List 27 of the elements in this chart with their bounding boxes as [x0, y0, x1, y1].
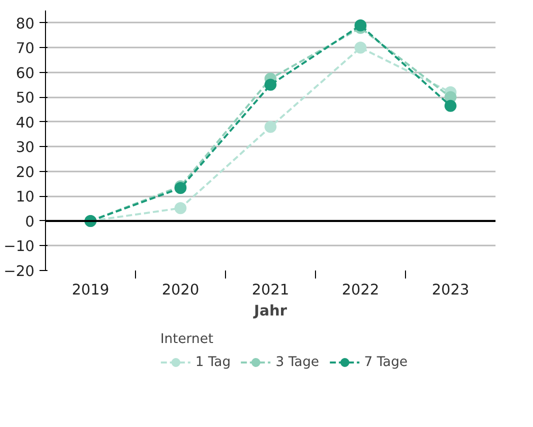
y-tick-label: 10	[16, 188, 35, 206]
point	[264, 78, 276, 91]
x-tick-label: 2021	[252, 282, 290, 298]
x-tick-label: 2023	[432, 282, 470, 298]
point	[354, 42, 366, 54]
point	[174, 202, 186, 214]
legend-label: 1 Tag	[195, 354, 231, 370]
y-tick-label: −10	[4, 238, 35, 256]
y-tick-label: 0	[25, 213, 35, 230]
y-tick-label: 70	[16, 40, 35, 58]
y-tick-label: 50	[16, 90, 35, 107]
legend-label: 7 Tage	[364, 354, 408, 370]
legend-title: Internet	[160, 332, 214, 347]
y-tick-label: 20	[16, 164, 35, 181]
x-tick-label: 2019	[72, 282, 110, 298]
point	[444, 100, 456, 112]
y-tick-label: 80	[16, 15, 35, 32]
legend-label: 3 Tage	[276, 354, 320, 370]
y-tick-label: 30	[16, 139, 35, 156]
point	[354, 19, 366, 32]
point	[264, 120, 276, 133]
x-axis-title: Jahr	[252, 302, 288, 320]
x-tick-label: 2020	[162, 282, 200, 298]
x-tick-label: 2022	[342, 282, 380, 298]
y-tick-label: 60	[16, 64, 35, 82]
y-tick-label: −20	[4, 263, 35, 280]
y-tick-label: 40	[16, 114, 35, 132]
